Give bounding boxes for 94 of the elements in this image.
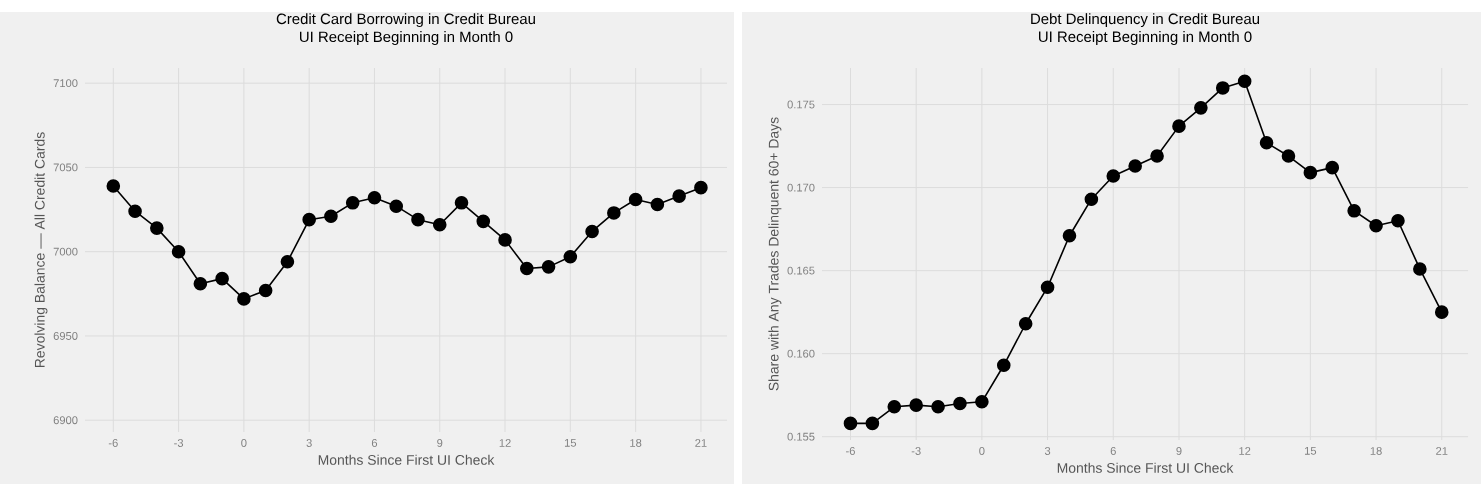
point	[454, 196, 469, 210]
y-tick-label: 7050	[53, 163, 78, 172]
y-tick-label: 0.175	[787, 100, 815, 109]
y-tick-label: 6900	[53, 416, 78, 425]
point	[865, 416, 880, 431]
point	[996, 358, 1011, 373]
x-tick-label: 0	[979, 447, 985, 455]
point	[280, 255, 295, 269]
point	[650, 197, 665, 212]
x-tick-label: 15	[564, 439, 577, 447]
chart-subtitle: UI Receipt Beginning in Month 0	[300, 31, 513, 45]
y-tick-label: 0.165	[787, 266, 815, 275]
point	[1150, 149, 1164, 163]
point	[1084, 192, 1099, 206]
point	[1040, 280, 1055, 295]
x-tick-label: 12	[499, 439, 511, 447]
point	[150, 221, 164, 235]
point	[694, 180, 708, 195]
point	[476, 214, 491, 229]
chart-subtitle: UI Receipt Beginning in Month 0	[1039, 31, 1252, 45]
x-tick-label: 9	[1176, 447, 1182, 455]
point	[215, 271, 229, 286]
point	[843, 416, 858, 431]
x-tick-label: -6	[846, 447, 855, 455]
y-tick-label: 0.160	[787, 349, 815, 358]
x-tick-label: -3	[174, 439, 184, 447]
point	[1062, 228, 1077, 243]
y-tick-label: 7000	[53, 247, 78, 256]
point	[258, 283, 273, 298]
point	[931, 399, 945, 414]
chart-title: Debt Delinquency in Credit Bureau	[1031, 13, 1260, 28]
point	[1391, 213, 1405, 228]
x-axis-title: Months Since First UI Check	[1057, 462, 1234, 473]
point	[975, 395, 989, 409]
point	[607, 206, 621, 220]
x-tick-label: 9	[437, 439, 443, 447]
point	[1128, 159, 1142, 173]
point	[1194, 101, 1208, 115]
point	[887, 399, 902, 414]
x-tick-label: 6	[1110, 447, 1116, 455]
y-tick-label: 6950	[53, 332, 78, 340]
x-tick-label: -3	[911, 447, 921, 455]
point	[672, 189, 686, 203]
point	[1413, 262, 1427, 276]
point	[520, 261, 534, 276]
x-tick-label: 6	[371, 439, 378, 447]
point	[128, 204, 142, 219]
x-tick-label: 0	[241, 439, 247, 447]
chart-title: Credit Card Borrowing in Credit Bureau	[276, 13, 535, 28]
point	[953, 396, 967, 411]
point	[171, 244, 186, 259]
y-tick-label: 0.170	[787, 183, 815, 192]
point	[1369, 218, 1383, 233]
x-tick-label: 18	[1370, 447, 1382, 455]
x-tick-label: 12	[1239, 447, 1251, 455]
x-tick-label: 21	[695, 439, 707, 447]
point	[367, 190, 382, 205]
x-axis-title: Months Since First UI Check	[318, 454, 495, 465]
x-tick-label: 18	[630, 439, 642, 447]
point	[1215, 81, 1230, 95]
x-tick-label: 21	[1436, 447, 1448, 455]
point	[432, 217, 447, 232]
point	[563, 249, 578, 264]
point	[1259, 135, 1274, 150]
point	[1434, 305, 1449, 319]
y-axis-title: Revolving Balance –– All Credit Cards	[34, 132, 48, 368]
x-tick-label: 3	[306, 439, 312, 447]
point	[628, 192, 643, 207]
y-tick-label: 7100	[53, 79, 78, 88]
point	[585, 224, 599, 239]
point	[237, 292, 251, 306]
point	[1325, 160, 1340, 175]
point	[1347, 204, 1361, 218]
point	[106, 179, 121, 193]
point	[1237, 74, 1252, 89]
point	[909, 398, 923, 412]
point	[498, 233, 512, 247]
point	[193, 276, 208, 291]
point	[324, 209, 338, 224]
point	[1106, 169, 1121, 183]
x-tick-label: 15	[1305, 447, 1317, 455]
point	[411, 212, 425, 227]
point	[389, 199, 404, 213]
y-axis-title: Share with Any Trades Delinquent 60+ Days	[768, 117, 782, 391]
y-tick-label: 0.155	[787, 432, 815, 441]
point	[541, 260, 556, 274]
x-tick-label: -6	[108, 439, 118, 447]
x-tick-label: 3	[1044, 447, 1051, 455]
point	[1172, 119, 1186, 133]
point	[1018, 316, 1033, 331]
point	[345, 196, 360, 210]
point	[1281, 149, 1296, 163]
point	[302, 212, 316, 227]
point	[1303, 165, 1318, 180]
